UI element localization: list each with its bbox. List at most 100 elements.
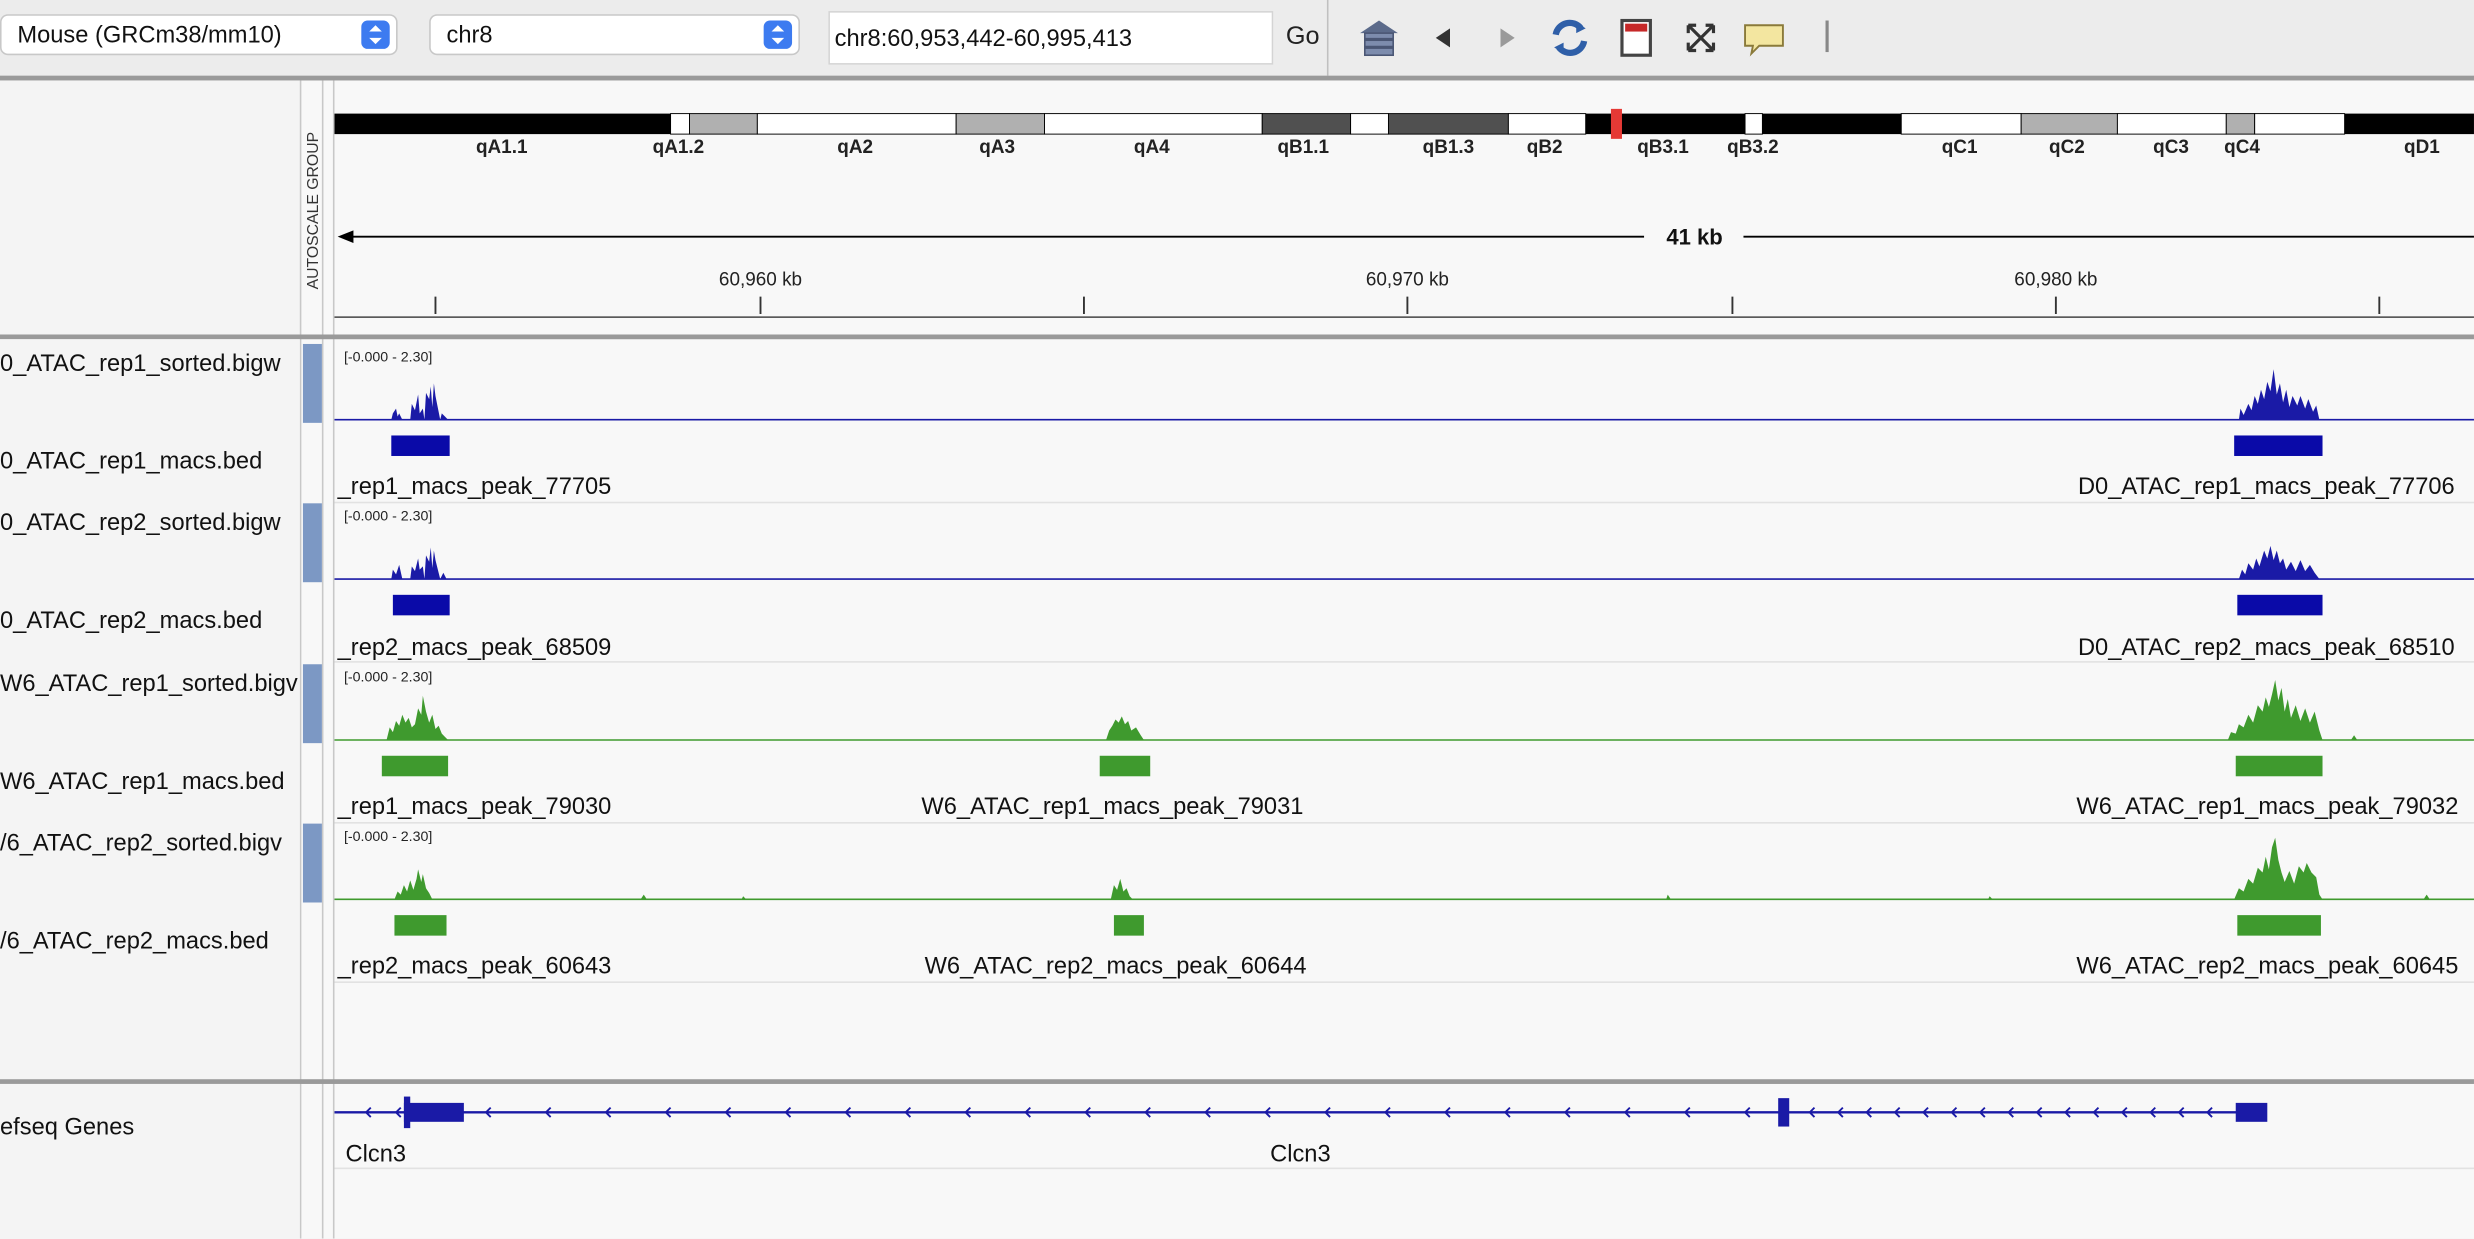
peak-feature[interactable] (392, 594, 450, 616)
track-name-prefix: W (0, 768, 23, 796)
strand-chevron (1893, 1106, 1901, 1118)
track-name-text: 6_ATAC_rep2_macs.bed (6, 927, 269, 955)
peak-label: _rep1_macs_peak_79030 (337, 793, 612, 821)
strand-chevron (1950, 1106, 1958, 1118)
autoscale-group-attribute[interactable] (302, 664, 322, 744)
track-name-prefix: / (0, 927, 7, 955)
resize-to-fit-icon[interactable] (1677, 14, 1724, 61)
track-name-w6-rep1-bed[interactable]: W6_ATAC_rep1_macs.bed (0, 768, 285, 795)
toolbar-separator (1326, 0, 1329, 76)
peak-feature[interactable] (381, 755, 449, 777)
peak-label: W6_ATAC_rep2_macs_peak_60644 (924, 952, 1307, 980)
band-label: qC3 (2153, 137, 2189, 158)
track-name-w6-rep2-bed[interactable]: /6_ATAC_rep2_macs.bed (0, 928, 269, 955)
track-name-d0-rep1-bed[interactable]: 0_ATAC_rep1_macs.bed (0, 448, 263, 475)
locus-input[interactable]: chr8:60,953,442-60,995,413 (828, 11, 1274, 65)
track-name-d0-rep2-bed[interactable]: 0_ATAC_rep2_macs.bed (0, 607, 263, 635)
refresh-icon[interactable] (1546, 14, 1593, 61)
chromosome-ideogram-and-ruler[interactable]: qA1.1 qA1.2 qA2 qA3 qA4 qB1.1 qB1.3 qB2 … (334, 95, 2474, 332)
coverage-track-d0-rep1[interactable] (334, 369, 2474, 421)
strand-chevron (2007, 1106, 2014, 1118)
peak-label: _rep2_macs_peak_60643 (337, 952, 612, 980)
autoscale-group-attribute[interactable] (302, 343, 322, 423)
header-name-panel (0, 80, 300, 335)
strand-chevron (2149, 1106, 2156, 1118)
autoscale-group-attribute[interactable] (302, 823, 322, 903)
strand-chevron (1503, 1106, 1511, 1118)
strand-chevron (1264, 1106, 1271, 1118)
peak-feature[interactable] (394, 915, 447, 936)
chromosome-stepper-icon[interactable] (763, 20, 793, 49)
coverage-track-d0-rep2[interactable] (334, 545, 2474, 580)
peak-feature[interactable] (1113, 915, 1144, 936)
attribute-header: AUTOSCALE GROUP (305, 92, 324, 332)
band-label: qB1.1 (1277, 137, 1329, 158)
strand-chevron (1978, 1106, 1986, 1118)
strand-chevron (604, 1106, 612, 1118)
ruler[interactable]: 41 kb 60,960 kb 60,970 kb 60,980 kb (334, 225, 2474, 318)
strand-chevron (964, 1106, 972, 1118)
band-label: qA2 (837, 137, 873, 158)
data-panel-border (332, 80, 335, 1239)
autoscale-group-attribute[interactable] (302, 503, 322, 583)
peak-track-d0-rep2[interactable] (392, 594, 2323, 616)
strand-chevron (844, 1106, 852, 1118)
strand-chevron (1808, 1106, 1816, 1118)
feature-name-panel (0, 1083, 300, 1239)
coverage-track-w6-rep2[interactable] (334, 837, 2474, 901)
track-name-d0-rep2-bigwig[interactable]: 0_ATAC_rep2_sorted.bigw (0, 509, 281, 537)
peak-track-d0-rep1[interactable] (391, 435, 2323, 456)
band-label: qC1 (1942, 137, 1978, 158)
genome-value: Mouse (GRCm38/mm10) (17, 22, 282, 49)
peak-label: W6_ATAC_rep1_macs_peak_79032 (2076, 793, 2459, 821)
ruler-tick-label: 60,970 kb (1366, 270, 1449, 291)
strand-chevron (1144, 1106, 1151, 1118)
band-label: qB3.2 (1727, 137, 1779, 158)
go-button[interactable]: Go (1285, 23, 1320, 51)
attribute-header-label: AUTOSCALE GROUP (305, 131, 323, 290)
strand-chevron (784, 1106, 792, 1118)
data-tracks-canvas[interactable] (334, 339, 2474, 1081)
strand-chevron (2120, 1106, 2128, 1118)
chromosome-ideogram[interactable] (334, 108, 2474, 139)
peak-track-w6-rep1[interactable] (381, 755, 2323, 777)
strand-chevron (2177, 1106, 2185, 1118)
peak-feature[interactable] (2237, 594, 2323, 616)
popup-info-icon[interactable] (1740, 14, 1787, 61)
peak-feature[interactable] (1099, 755, 1151, 777)
strand-chevron (1443, 1106, 1451, 1118)
peak-track-w6-rep2[interactable] (394, 915, 2321, 936)
strand-chevron (1084, 1106, 1091, 1118)
strand-chevron (1921, 1106, 1929, 1118)
strand-chevron (1204, 1106, 1211, 1118)
data-range-label: [-0.000 - 2.30] (343, 508, 433, 524)
genome-stepper-icon[interactable] (361, 20, 390, 49)
gene-track[interactable] (334, 1089, 2473, 1184)
peak-feature[interactable] (2235, 755, 2323, 777)
track-name-refseq-genes[interactable]: efseq Genes (0, 1113, 135, 1141)
forward-arrow-icon[interactable] (1483, 14, 1530, 61)
strand-chevron (1324, 1106, 1331, 1118)
roi-icon[interactable] (1613, 14, 1660, 61)
panel-divider (0, 75, 2474, 81)
genome-dropdown[interactable]: Mouse (GRCm38/mm10) (0, 14, 398, 56)
track-name-w6-rep1-bigwig[interactable]: W6_ATAC_rep1_sorted.bigv (0, 671, 298, 698)
ruler-tick-label: 60,980 kb (2014, 270, 2097, 291)
coverage-track-w6-rep1[interactable] (334, 680, 2474, 741)
peak-feature[interactable] (391, 435, 450, 456)
track-name-w6-rep2-bigwig[interactable]: /6_ATAC_rep2_sorted.bigv (0, 830, 282, 857)
strand-chevron (1024, 1106, 1031, 1118)
peak-label: _rep1_macs_peak_77705 (337, 473, 612, 501)
peak-feature[interactable] (2237, 915, 2321, 936)
band-label: qA3 (979, 137, 1015, 158)
chromosome-dropdown[interactable]: chr8 (429, 14, 800, 56)
band-label: qA1.2 (653, 137, 705, 158)
toolbar: Mouse (GRCm38/mm10) chr8 chr8:60,953,442… (0, 0, 2474, 78)
track-name-d0-rep1-bigwig[interactable]: 0_ATAC_rep1_sorted.bigw (0, 350, 281, 378)
back-arrow-icon[interactable] (1420, 14, 1467, 61)
peak-feature[interactable] (2234, 435, 2323, 456)
attribute-panel-border (321, 80, 324, 1239)
ruler-left-arrow-icon (337, 230, 354, 243)
track-separator (334, 501, 2474, 504)
home-icon[interactable] (1355, 14, 1402, 61)
